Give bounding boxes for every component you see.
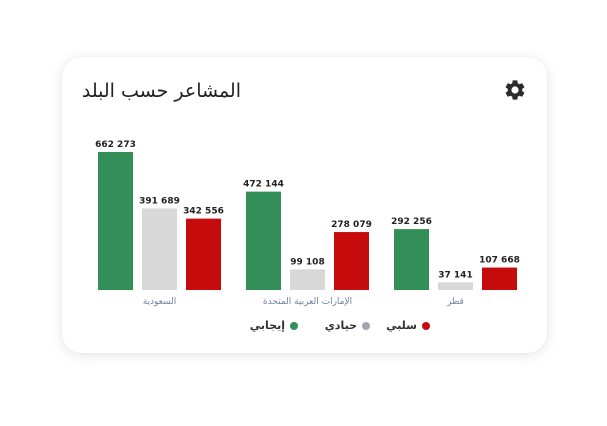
bar-neutral — [290, 269, 325, 290]
bar-value-label: 662 273 — [95, 140, 136, 150]
bar-value-label: 37 141 — [438, 270, 472, 280]
bar-value-label: 292 256 — [391, 217, 432, 227]
bar-value-label: 99 108 — [290, 257, 324, 267]
sentiment-card: المشاعر حسب البلد 662 273 391 689 342 556 ا… — [62, 57, 547, 353]
legend-dot-negative — [422, 321, 430, 330]
legend: إيجابي حيادي سلبي — [62, 319, 547, 335]
bar-positive — [394, 229, 429, 290]
bar-negative — [482, 267, 517, 290]
legend-label-negative: سلبي — [386, 319, 417, 332]
bar-positive — [98, 152, 133, 290]
bar-neutral — [142, 208, 177, 290]
bar-positive — [246, 191, 281, 290]
bar-value-label: 472 144 — [243, 180, 284, 190]
legend-item-positive: إيجابي — [250, 319, 298, 332]
legend-item-neutral: حيادي — [325, 319, 370, 332]
legend-item-negative: سلبي — [386, 319, 430, 332]
gear-icon[interactable] — [503, 78, 527, 102]
legend-label-neutral: حيادي — [324, 319, 357, 332]
x-tick-label: السعودية — [143, 297, 177, 307]
bar-neutral — [438, 282, 473, 290]
bar-negative — [334, 232, 369, 290]
card-title: المشاعر حسب البلد — [81, 80, 241, 102]
legend-dot-neutral — [362, 321, 370, 330]
bar-value-label: 342 556 — [183, 207, 224, 217]
bar-value-label: 278 079 — [331, 220, 372, 230]
legend-label-positive: إيجابي — [249, 319, 285, 332]
bar-value-label: 107 668 — [479, 256, 520, 266]
x-tick-label: الإمارات العربية المتحدة — [263, 297, 352, 307]
legend-dot-positive — [290, 321, 298, 330]
bar-negative — [186, 218, 221, 290]
x-tick-label: قطر — [446, 297, 464, 307]
bar-value-label: 391 689 — [139, 196, 180, 206]
